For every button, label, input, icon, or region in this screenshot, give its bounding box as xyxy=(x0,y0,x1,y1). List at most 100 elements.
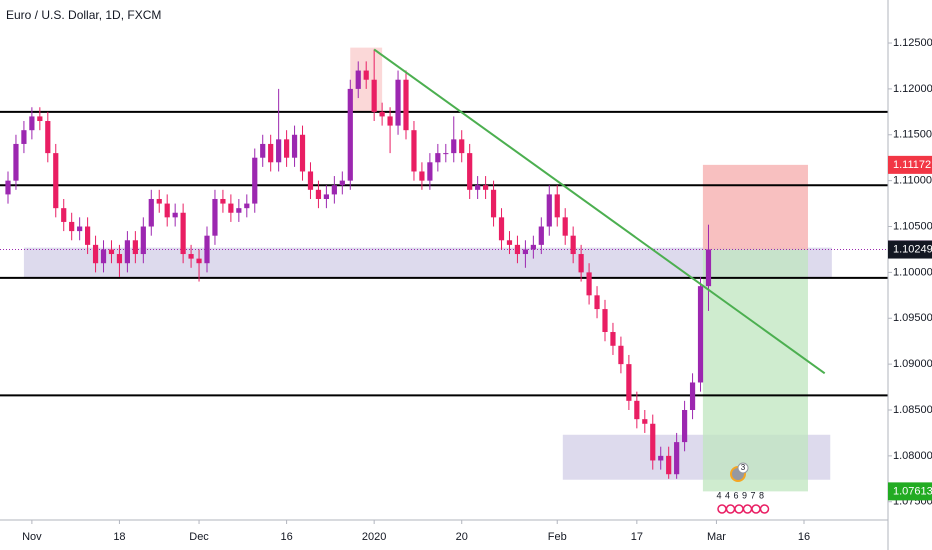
price-tag-label: 1.07613 xyxy=(893,485,932,497)
candle-body xyxy=(538,226,544,245)
candle-body xyxy=(594,295,600,310)
candle-body xyxy=(371,79,377,112)
candle-body xyxy=(276,139,282,163)
candle-body xyxy=(682,410,688,443)
candle-body xyxy=(403,79,409,131)
target-zone xyxy=(702,249,808,492)
x-tick-label: 16 xyxy=(280,531,292,543)
candle-body xyxy=(443,153,449,155)
candle-body xyxy=(514,244,521,255)
y-tick-label: 1.09000 xyxy=(893,358,932,370)
candle-body xyxy=(522,249,528,255)
candle-body xyxy=(132,240,138,255)
zone xyxy=(23,247,832,278)
x-tick-label: 20 xyxy=(456,531,468,543)
candle-body xyxy=(451,139,457,154)
price-tag xyxy=(888,240,932,259)
event-count-badge xyxy=(737,462,749,474)
candle-body xyxy=(626,364,632,401)
candle-body xyxy=(530,244,536,250)
price-tag-label: 1.10249 xyxy=(893,243,932,255)
y-tick-label: 1.08500 xyxy=(893,404,932,416)
candle-body xyxy=(490,189,497,218)
y-tick-label: 1.11500 xyxy=(893,129,932,141)
candle-body xyxy=(164,203,170,218)
candle-body xyxy=(244,203,250,209)
x-tick-label: 17 xyxy=(631,531,643,543)
candle-body xyxy=(610,332,616,346)
candle-body xyxy=(363,70,369,80)
candle-body xyxy=(69,221,75,232)
candle-body xyxy=(53,153,59,209)
candle-body xyxy=(204,235,210,264)
candle-body xyxy=(331,185,337,195)
event-flag-count: 6 xyxy=(733,490,738,500)
event-flag-count: 4 xyxy=(725,490,730,500)
y-tick-label: 1.12000 xyxy=(893,83,932,95)
candle-body xyxy=(475,185,481,190)
candle-body xyxy=(355,70,361,89)
x-tick-label: 18 xyxy=(113,531,125,543)
candle-body xyxy=(124,240,130,264)
candle-body xyxy=(674,442,680,475)
y-tick-label: 1.09500 xyxy=(893,312,932,324)
candle-body xyxy=(411,130,417,172)
candle-body xyxy=(658,455,664,461)
x-tick-label: Nov xyxy=(22,531,42,543)
candle-body xyxy=(689,382,696,410)
candle-body xyxy=(5,180,11,195)
x-tick-label: Mar xyxy=(707,531,726,543)
candle-body xyxy=(45,121,51,154)
x-tick-label: 2020 xyxy=(362,531,386,543)
chart-title: Euro / U.S. Dollar, 1D, FXCM xyxy=(6,8,161,22)
candle-body xyxy=(562,217,568,236)
candle-body xyxy=(483,185,489,190)
candle-body xyxy=(650,423,656,461)
candle-body xyxy=(140,226,146,255)
candle-body xyxy=(108,249,115,255)
event-flag-count: 9 xyxy=(742,490,747,500)
stop-zone xyxy=(702,164,808,250)
candle-body xyxy=(148,198,154,227)
candle-body xyxy=(570,235,576,255)
price-tag xyxy=(888,155,932,174)
price-tag-label: 1.11172 xyxy=(893,159,931,171)
event-flag xyxy=(742,504,753,514)
candle-body xyxy=(220,198,226,204)
candle-body xyxy=(666,455,672,475)
candle-body xyxy=(284,139,290,158)
trendline xyxy=(373,48,826,375)
candle-body xyxy=(299,134,306,172)
candle-body xyxy=(642,419,648,424)
candle-body xyxy=(21,130,27,144)
candle-body xyxy=(268,143,274,163)
candle-body xyxy=(419,171,425,181)
candle-body xyxy=(506,240,513,245)
event-flag xyxy=(734,504,744,514)
plot-area xyxy=(0,47,888,492)
event-flag-count: 7 xyxy=(750,490,755,500)
event-flag xyxy=(759,504,770,514)
candle-body xyxy=(315,189,322,199)
candle-body xyxy=(116,254,123,264)
candle-body xyxy=(554,194,560,218)
candle-body xyxy=(395,79,401,126)
candle-body xyxy=(323,194,329,199)
candle-body xyxy=(92,244,99,264)
candle-body xyxy=(236,208,242,213)
y-tick-label: 1.10500 xyxy=(893,220,932,232)
event-count: 3 xyxy=(741,463,746,472)
candle-body xyxy=(586,272,592,296)
candle-body xyxy=(196,258,202,264)
event-flag-count: 8 xyxy=(759,490,764,500)
candle-body xyxy=(435,153,441,163)
candle-body xyxy=(13,143,19,181)
candle-body xyxy=(156,198,162,204)
candle-body xyxy=(705,249,712,287)
candle-body xyxy=(634,400,640,420)
candle-body xyxy=(29,116,35,131)
event-flag-count: 4 xyxy=(716,490,721,500)
price-tag xyxy=(888,482,932,501)
candle-body xyxy=(61,208,67,222)
